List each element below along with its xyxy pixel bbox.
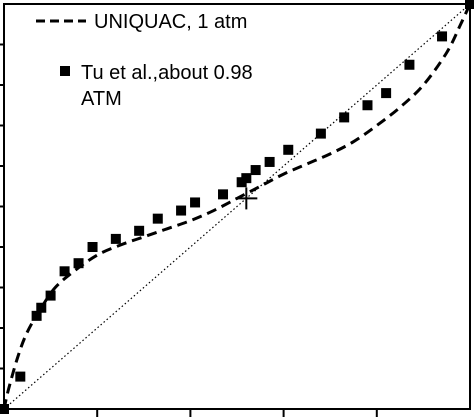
data-point-square [381, 88, 392, 99]
data-point-square [176, 205, 187, 216]
data-point-square [218, 189, 229, 200]
data-point-square [134, 225, 145, 236]
data-point-square [73, 258, 84, 269]
azeotrope-cross-marker [235, 187, 258, 210]
data-point-square [362, 100, 373, 111]
data-point-square [264, 156, 275, 167]
legend-square-marker-swatch [60, 66, 70, 76]
diagonal-line [3, 3, 471, 410]
data-point-square [87, 242, 98, 252]
legend-tu-label-line1: Tu et al.,about 0.98 [81, 62, 253, 84]
data-point-square [465, 0, 474, 9]
legend-uniquac-label: UNIQUAC, 1 atm [94, 11, 247, 33]
data-point-square [0, 404, 9, 414]
data-point-square [31, 310, 42, 321]
data-point-square [404, 59, 415, 70]
axes-frame [0, 3, 471, 417]
uniquac-curve [2, 3, 472, 410]
data-point-square [45, 290, 56, 301]
data-point-square [283, 144, 294, 155]
data-point-square [250, 165, 261, 176]
diagonal-dotted-line [3, 3, 471, 410]
data-point-square [110, 233, 121, 244]
data-point-square [36, 302, 47, 313]
legend-tu-label-line2: ATM [81, 88, 122, 110]
uniquac-dashed-curve [2, 3, 472, 410]
data-point-square [339, 112, 350, 123]
data-point-square [15, 371, 26, 382]
data-point-square [241, 173, 252, 184]
data-point-square [59, 266, 70, 277]
legend: UNIQUAC, 1 atm Tu et al.,about 0.98 ATM [36, 11, 253, 110]
data-point-square [315, 128, 326, 139]
data-point-square [437, 31, 448, 42]
data-point-square [152, 213, 163, 224]
data-point-square [190, 197, 201, 208]
